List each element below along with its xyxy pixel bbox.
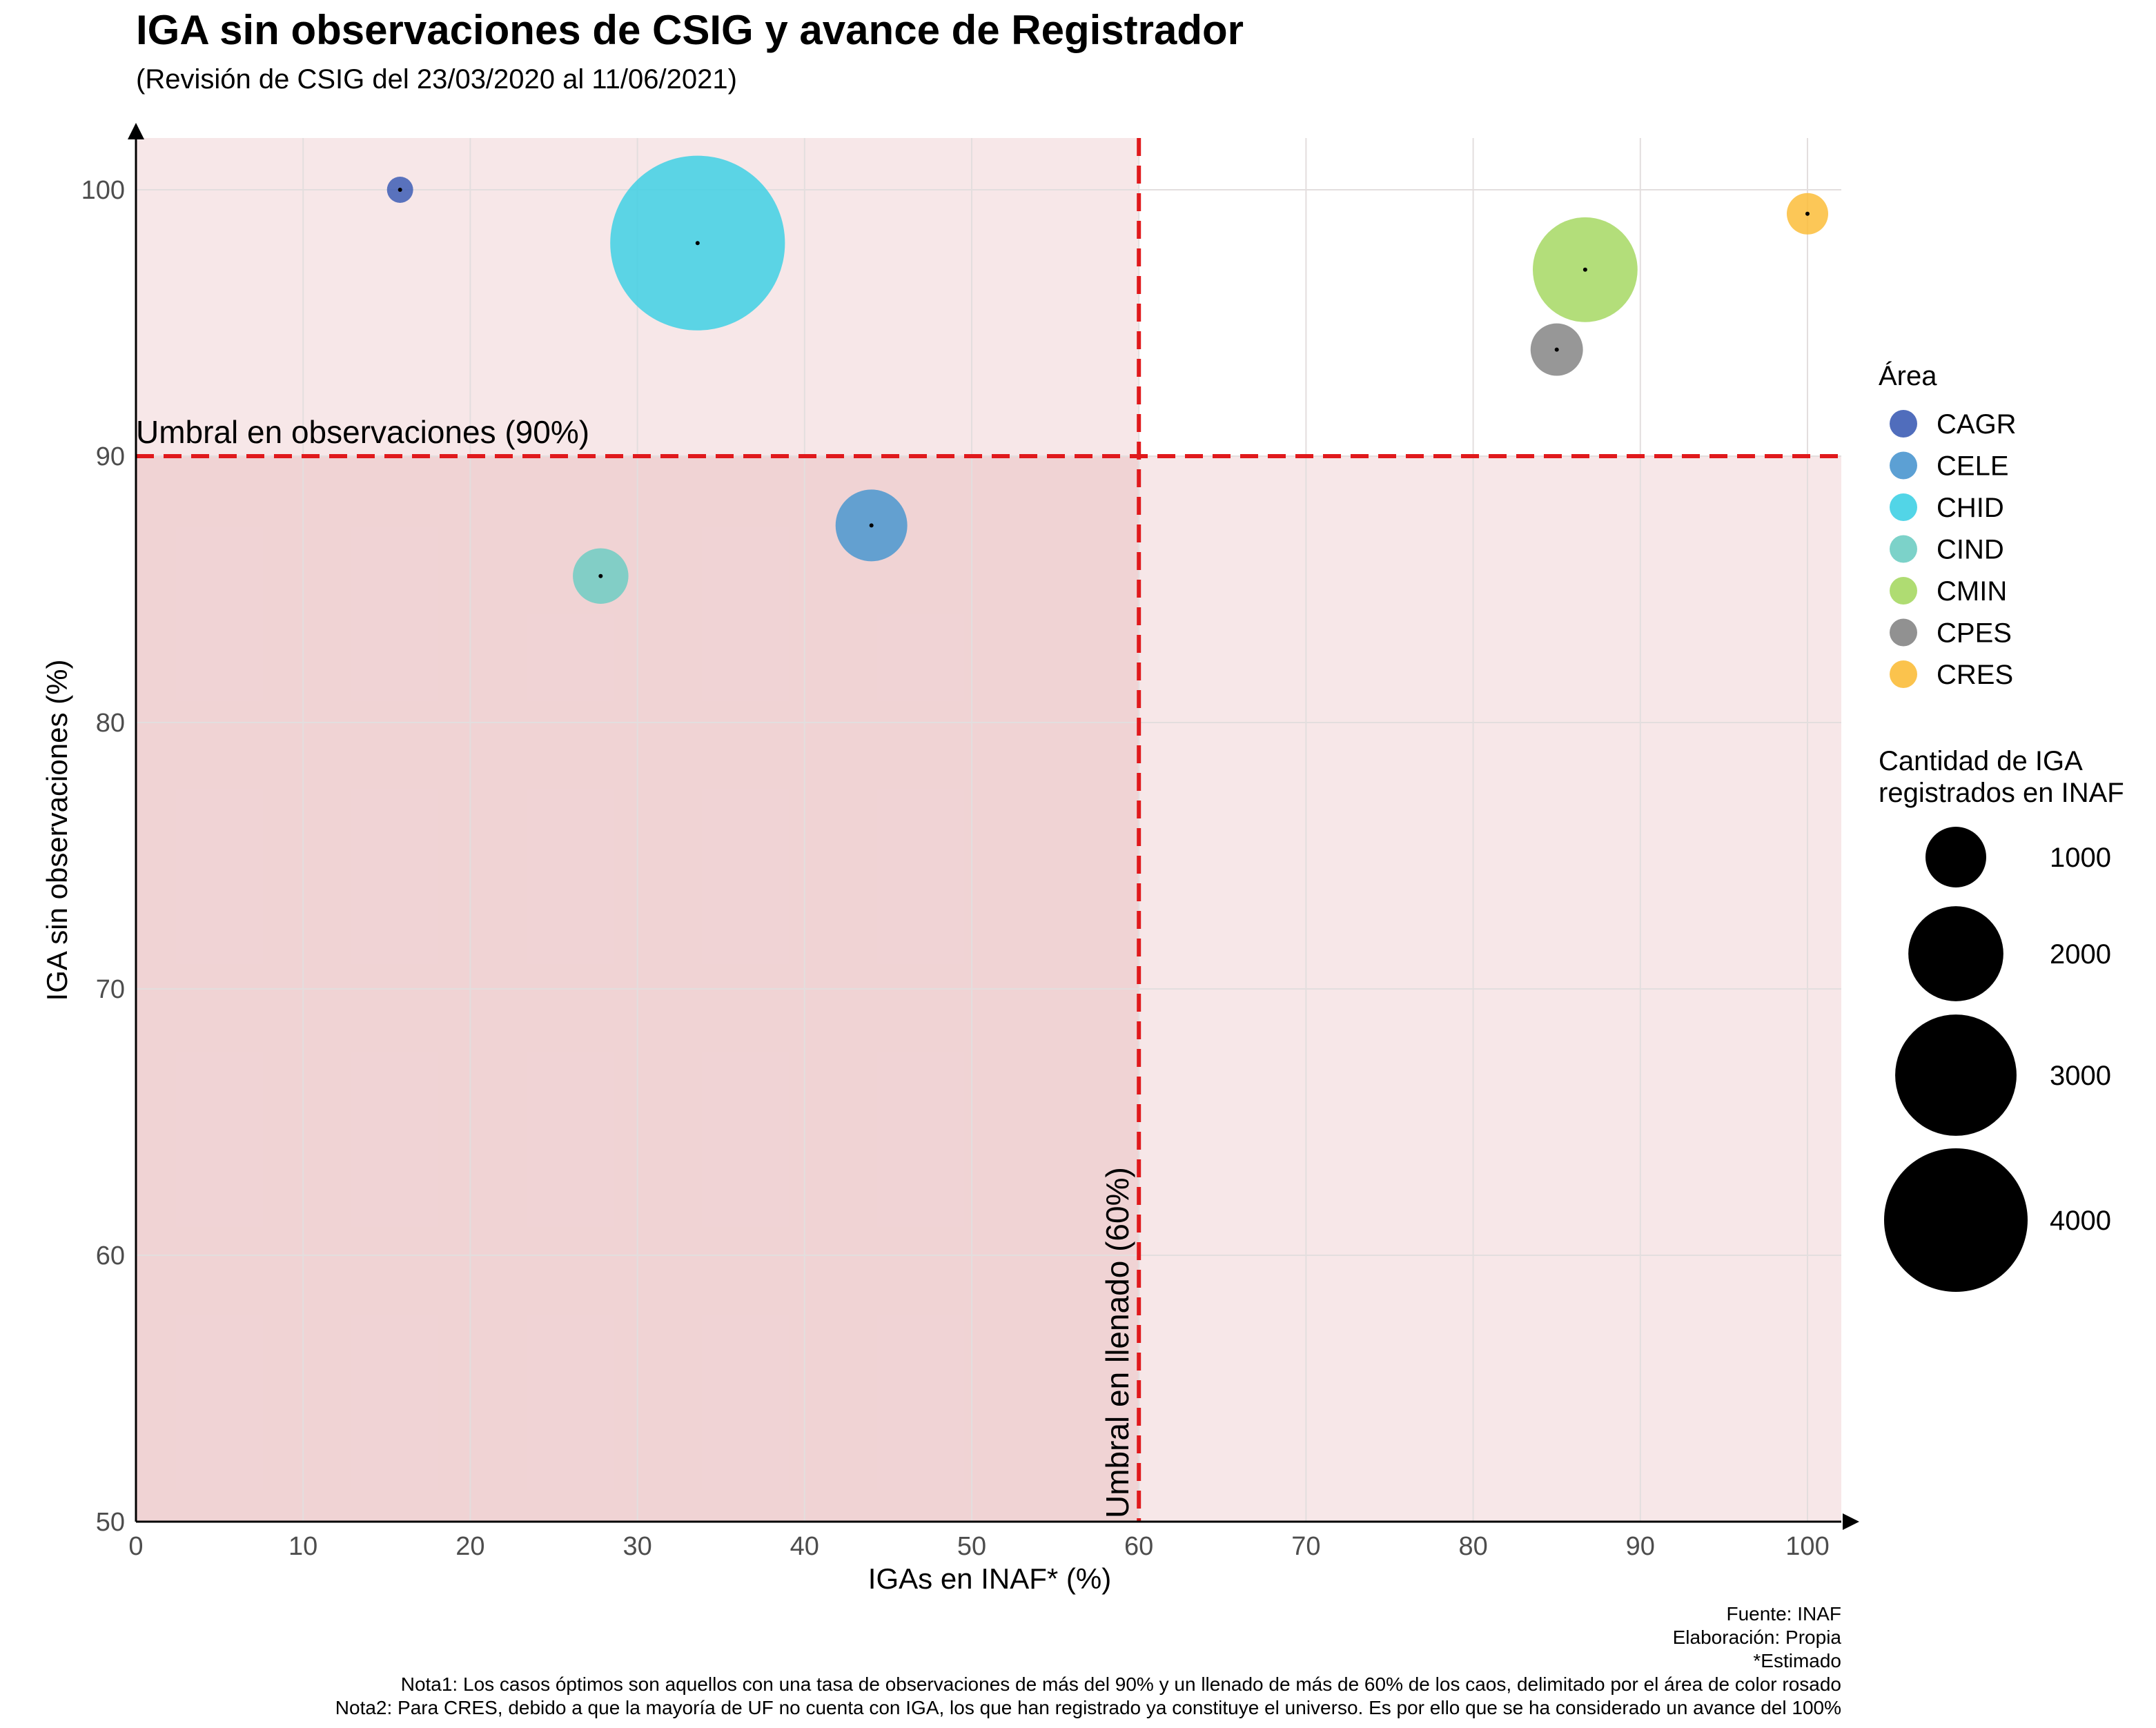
legend-label-cres: CRES (1937, 660, 2013, 690)
y-tick-label: 100 (81, 176, 125, 205)
legend-label-cmin: CMIN (1937, 576, 2007, 607)
legend-size-key-4000 (1884, 1148, 2028, 1292)
legend-size-key-3000 (1895, 1014, 2017, 1136)
y-tick-label: 90 (96, 442, 125, 471)
x-tick-label: 80 (1458, 1532, 1487, 1561)
legend-key-cagr (1890, 410, 1917, 438)
legend-key-cele (1890, 451, 1917, 480)
x-tick-label: 40 (790, 1532, 819, 1561)
y-threshold-label: Umbral en observaciones (90%) (136, 414, 589, 450)
x-tick-label: 30 (623, 1532, 651, 1561)
bubble-center-cmin (1582, 267, 1587, 272)
bubble-center-cind (598, 573, 603, 578)
x-tick-label: 60 (1124, 1532, 1153, 1561)
x-tick-label: 50 (957, 1532, 986, 1561)
legend-label-cele: CELE (1937, 451, 2009, 482)
legend-size-label-2000: 2000 (2050, 939, 2111, 970)
note-source: Fuente: INAF (1726, 1603, 1841, 1624)
legend-key-chid (1890, 493, 1917, 521)
legend-label-chid: CHID (1937, 493, 2004, 523)
x-tick-label: 20 (455, 1532, 484, 1561)
legend: Área Cantidad de IGA registrados en INAF… (1879, 360, 2124, 1292)
y-tick-label: 60 (96, 1241, 125, 1270)
legend-size-label-3000: 3000 (2050, 1061, 2111, 1091)
bubble-center-cagr (398, 188, 402, 192)
legend-size-key-1000 (1925, 827, 1986, 887)
note-estimated: *Estimado (1753, 1650, 1841, 1671)
threshold-lines (136, 138, 1841, 1522)
y-tick-label: 80 (96, 709, 125, 738)
x-tick-label: 70 (1291, 1532, 1320, 1561)
note-1: Nota1: Los casos óptimos son aquellos co… (401, 1673, 1841, 1695)
legend-key-cres (1890, 660, 1917, 688)
legend-key-cmin (1890, 577, 1917, 605)
bubble-center-cres (1805, 211, 1810, 216)
chart-subtitle: (Revisión de CSIG del 23/03/2020 al 11/0… (136, 64, 737, 95)
bubble-center-chid (695, 241, 700, 246)
x-tick-label: 100 (1785, 1532, 1829, 1561)
legend-label-cind: CIND (1937, 535, 2004, 565)
legend-label-cagr: CAGR (1937, 409, 2017, 440)
y-tick-label: 50 (96, 1508, 125, 1537)
chart-title: IGA sin observaciones de CSIG y avance d… (136, 7, 1244, 53)
legend-key-cind (1890, 535, 1917, 563)
legend-label-cpes: CPES (1937, 618, 2012, 649)
note-2: Nota2: Para CRES, debido a que la mayorí… (335, 1697, 1841, 1718)
bubble-center-cele (869, 523, 874, 528)
axes: 0 10 20 30 40 50 60 70 80 90 100 50 60 70 80 90 100 (81, 123, 1859, 1561)
y-axis-title: IGA sin observaciones (%) (41, 660, 73, 1001)
x-tick-label: 10 (288, 1532, 317, 1561)
x-tick-label: 0 (128, 1532, 143, 1561)
bubble-center-cpes (1554, 347, 1559, 352)
legend-color-title: Área (1879, 360, 1937, 391)
y-axis-arrow (128, 123, 144, 139)
x-threshold-label: Umbral en llenado (60%) (1099, 1167, 1135, 1518)
x-axis-arrow (1843, 1513, 1859, 1530)
x-axis-title: IGAs en INAF* (%) (868, 1562, 1111, 1595)
y-tick-label: 70 (96, 975, 125, 1004)
legend-size-label-1000: 1000 (2050, 843, 2111, 873)
legend-size-title-line2: registrados en INAF (1879, 778, 2124, 808)
shaded-regions (136, 138, 1841, 1522)
legend-size-title-line1: Cantidad de IGA (1879, 746, 2083, 776)
legend-size-label-4000: 4000 (2050, 1206, 2111, 1236)
x-tick-label: 90 (1626, 1532, 1655, 1561)
data-points (386, 155, 1828, 604)
legend-size-key-2000 (1908, 906, 2003, 1001)
legend-key-cpes (1890, 618, 1917, 647)
note-elaboration: Elaboración: Propia (1673, 1627, 1842, 1648)
notes: Fuente: INAF Elaboración: Propia *Estima… (335, 1603, 1842, 1718)
